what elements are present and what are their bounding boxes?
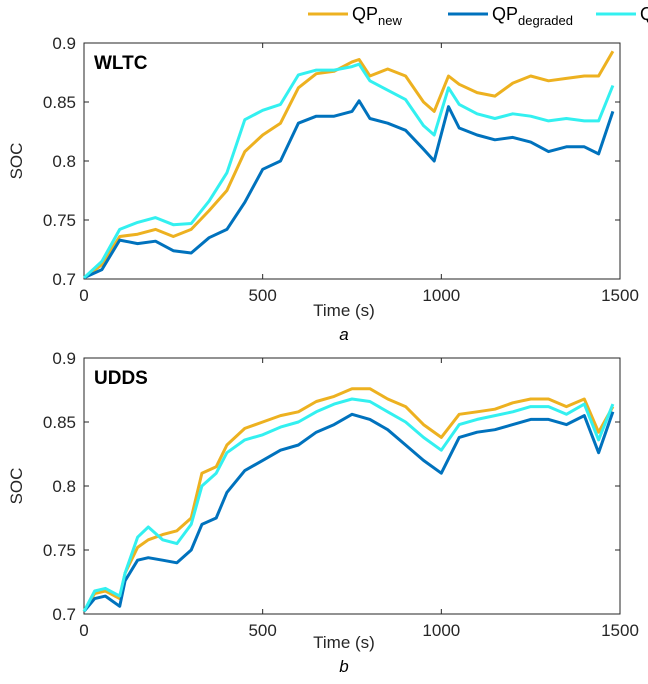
y-tick-label: 0.7 bbox=[52, 605, 76, 624]
chart-panel-wltc: 0.7 0.75 0.8 0.85 0.9 0 500 1000 1500 WLTC Time (s… bbox=[7, 34, 639, 344]
legend-label: QPFIF bbox=[640, 4, 648, 28]
legend-entry-degraded: QPdegraded bbox=[448, 4, 573, 28]
legend-entry-FIF: QPFIF bbox=[596, 4, 648, 28]
y-tick-label: 0.7 bbox=[52, 270, 76, 289]
y-axis-label: SOC bbox=[7, 143, 26, 180]
chart-title: UDDS bbox=[94, 368, 148, 389]
series-line-qp-new bbox=[82, 387, 615, 613]
y-tick-label: 0.75 bbox=[43, 211, 76, 230]
x-tick-label: 0 bbox=[79, 621, 88, 640]
series-line-qp-degraded bbox=[82, 411, 615, 613]
plot-area bbox=[83, 357, 621, 615]
legend-label: QPnew bbox=[352, 4, 402, 28]
series-line-qp-fif bbox=[82, 62, 615, 279]
x-tick-label: 1000 bbox=[422, 621, 460, 640]
x-tick-label: 1000 bbox=[422, 286, 460, 305]
x-tick-label: 500 bbox=[248, 621, 276, 640]
x-axis-label: Time (s) bbox=[313, 301, 375, 320]
plot-area bbox=[83, 42, 621, 280]
series-line-qp-degraded bbox=[83, 99, 615, 280]
x-axis-label: Time (s) bbox=[313, 633, 375, 652]
y-axis-label: SOC bbox=[7, 468, 26, 505]
chart-panel-udds: 0.7 0.75 0.8 0.85 0.9 0 500 1000 1500 UDDS Time (s… bbox=[7, 349, 639, 676]
y-tick-label: 0.8 bbox=[52, 152, 76, 171]
chart-title: WLTC bbox=[94, 53, 148, 74]
series-line-qp-new bbox=[83, 50, 615, 280]
legend: QPnew QPdegraded QPFIF bbox=[308, 4, 648, 28]
y-tick-label: 0.85 bbox=[43, 413, 76, 432]
y-tick-label: 0.9 bbox=[52, 349, 76, 368]
series-line-qp-fif bbox=[82, 397, 615, 613]
x-tick-label: 1500 bbox=[601, 286, 639, 305]
x-tick-label: 1500 bbox=[601, 621, 639, 640]
y-tick-label: 0.75 bbox=[43, 541, 76, 560]
legend-label: QPdegraded bbox=[492, 4, 573, 28]
y-tick-label: 0.85 bbox=[43, 93, 76, 112]
legend-entry-new: QPnew bbox=[308, 4, 402, 28]
y-tick-label: 0.9 bbox=[52, 34, 76, 53]
x-tick-label: 500 bbox=[248, 286, 276, 305]
panel-caption: b bbox=[339, 657, 348, 676]
y-tick-label: 0.8 bbox=[52, 477, 76, 496]
x-tick-label: 0 bbox=[79, 286, 88, 305]
panel-caption: a bbox=[339, 325, 348, 344]
